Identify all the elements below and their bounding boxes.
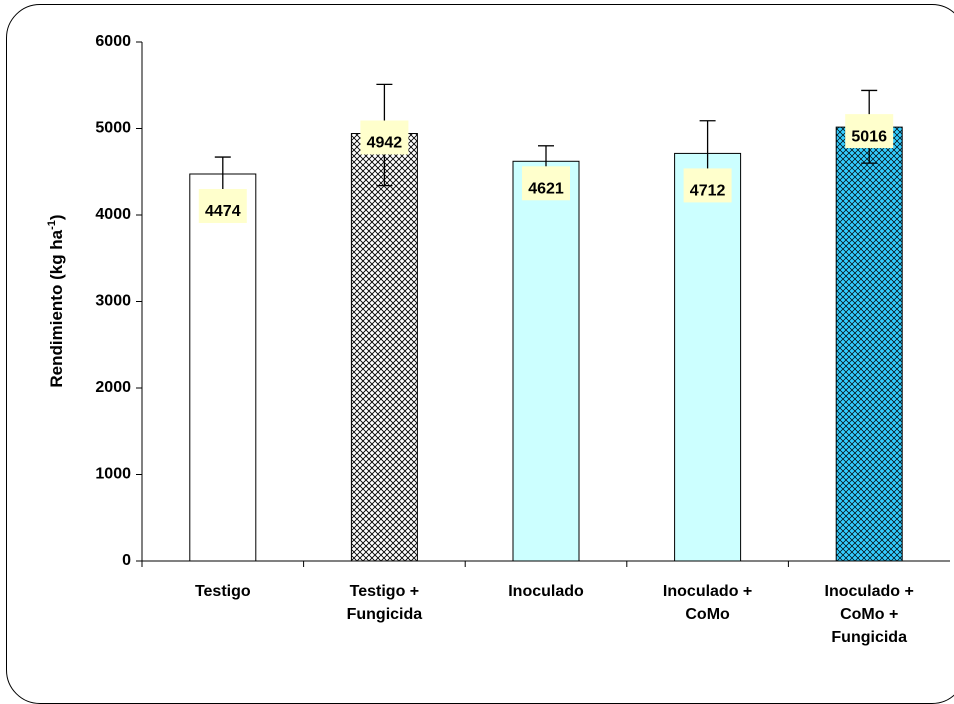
data-label-box-5	[845, 114, 894, 149]
data-label-3: 4621	[528, 181, 564, 198]
data-label-box-1	[198, 188, 247, 223]
y-tick-label-3000: 3000	[95, 293, 131, 310]
y-tick-label-1000: 1000	[95, 466, 131, 483]
category-label-5: Inoculado + CoMo + Fungicida	[825, 583, 914, 646]
data-label-box-4	[683, 168, 732, 203]
bar-2	[350, 133, 418, 562]
data-label-box-3	[522, 166, 570, 201]
bar-1	[189, 173, 257, 562]
y-tick-label-6000: 6000	[95, 33, 131, 50]
bar-chart: Testigo Testigo + Fungicida Inoculado Inocul…	[46, 33, 950, 646]
data-label-box-2	[360, 120, 409, 155]
data-label-1: 4474	[205, 203, 241, 220]
y-tick-label-4000: 4000	[95, 206, 131, 223]
category-label-3: Inoculado	[508, 583, 584, 600]
data-label-2: 4942	[367, 135, 403, 152]
data-label-4: 4712	[690, 183, 726, 200]
category-label-2: Testigo + Fungicida	[347, 583, 423, 623]
bar-4	[674, 152, 742, 562]
category-label-4: Inoculado + CoMo	[663, 583, 752, 623]
y-tick-label-2000: 2000	[95, 379, 131, 396]
bar-3	[512, 160, 580, 562]
y-axis-title: Rendimiento (kg ha-1)	[46, 214, 66, 387]
y-tick-label-0: 0	[122, 552, 131, 569]
category-label-1: Testigo	[195, 583, 251, 600]
y-tick-label-5000: 5000	[95, 120, 131, 137]
data-label-5: 5016	[851, 128, 887, 145]
bar-5	[835, 126, 903, 562]
